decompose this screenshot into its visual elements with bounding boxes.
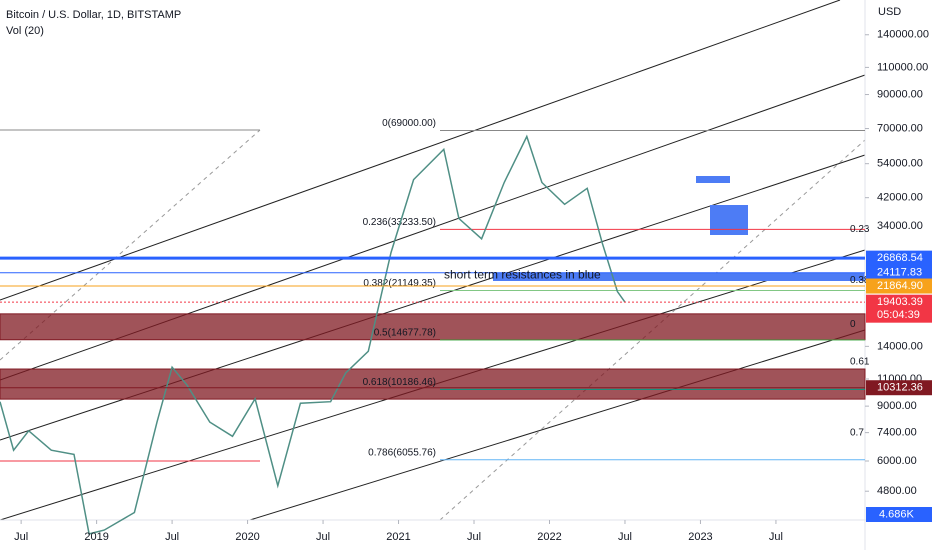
price-badge: [866, 294, 932, 323]
y-tick-label: 54000.00: [877, 158, 923, 170]
x-tick-label: Jul: [467, 531, 481, 543]
price-badge-label: 21864.90: [877, 280, 923, 292]
blue-box: [493, 273, 865, 281]
x-tick-label: 2019: [84, 531, 108, 543]
fib-label-clipped: 0.38: [850, 275, 870, 286]
price-line: [0, 134, 626, 535]
annotation: short term resistances in blue: [444, 267, 601, 281]
zone: [0, 313, 866, 341]
y-tick-label: 7400.00: [877, 427, 917, 439]
zone: [0, 368, 866, 400]
y-tick-label: 34000.00: [877, 220, 923, 232]
countdown: 05:04:39: [877, 309, 920, 321]
price-badge: [866, 265, 932, 281]
fib-label-clipped: 0: [850, 319, 856, 330]
fib-label: 0.5(14677.78): [374, 328, 436, 339]
x-tick-label: Jul: [14, 531, 28, 543]
volume-badge: [866, 507, 932, 522]
fib-label-clipped: 0.23: [850, 224, 870, 235]
price-badge-label: 24117.83: [877, 267, 922, 279]
x-tick-label: Jul: [769, 531, 783, 543]
blue-box: [710, 205, 748, 235]
fib-label: 0.236(33233.50): [363, 217, 436, 228]
y-tick-label: 4800.00: [877, 485, 917, 497]
x-tick-label: Jul: [618, 531, 632, 543]
fib-label: 0(69000.00): [382, 118, 436, 129]
volume-badge-label: 4.686K: [879, 508, 915, 520]
x-tick-label: 2020: [235, 531, 259, 543]
y-tick-label: 14000.00: [877, 340, 923, 352]
y-tick-label: 6000.00: [877, 455, 917, 467]
chart-title: Bitcoin / U.S. Dollar, 1D, BITSTAMP: [6, 9, 181, 21]
fib-label: 0.382(21149.35): [363, 278, 436, 289]
x-tick-label: 2021: [386, 531, 410, 543]
y-tick-label: 9000.00: [877, 400, 917, 412]
y-tick-label: 140000.00: [877, 29, 929, 41]
fib-label-clipped: 0.7: [850, 427, 864, 438]
fib-label: 0.786(6055.76): [368, 447, 436, 458]
blue-box: [696, 176, 730, 183]
fib-label: 0.618(10186.46): [363, 377, 436, 388]
y-tick-label: 42000.00: [877, 192, 923, 204]
price-badge: [866, 380, 932, 396]
price-badge: [866, 278, 932, 294]
indicator-label: Vol (20): [6, 25, 44, 37]
price-badge-label: 26868.54: [877, 252, 923, 264]
x-tick-label: 2022: [537, 531, 561, 543]
fib-label-clipped: 0.61: [850, 356, 870, 367]
price-badge: [866, 250, 932, 266]
x-tick-label: Jul: [165, 531, 179, 543]
x-tick-label: 2023: [688, 531, 712, 543]
x-tick-label: Jul: [316, 531, 330, 543]
y-tick-label: 90000.00: [877, 88, 923, 100]
currency-label: USD: [878, 6, 901, 18]
y-tick-label: 110000.00: [877, 61, 928, 73]
price-badge-label: 19403.39: [877, 296, 923, 308]
y-tick-label: 70000.00: [877, 122, 923, 134]
price-badge-label: 10312.36: [877, 382, 923, 394]
